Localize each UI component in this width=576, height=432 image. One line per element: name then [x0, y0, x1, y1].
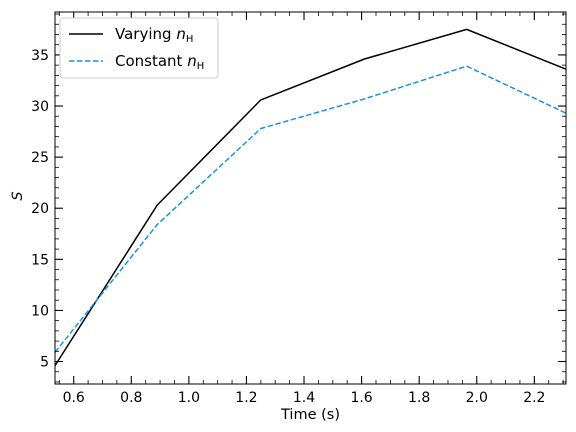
series-line-varying [54, 28, 567, 367]
series-layer [54, 28, 567, 367]
x-tick-label: 1.4 [293, 390, 315, 406]
ticks-layer: 0.6 0.8 1.0 1.2 1.4 1.6 1.8 2.0 2.2 5 10 15 20 25 30 35 [31, 12, 566, 406]
y-tick-label: 35 [31, 48, 49, 64]
x-tick-label: 2.0 [466, 390, 488, 406]
x-tick-label: 1.6 [350, 390, 372, 406]
plot-frame [54, 11, 567, 385]
x-tick-label: 1.2 [235, 390, 257, 406]
y-tick-label: 30 [31, 99, 49, 115]
y-axis-label: S [10, 191, 26, 200]
x-tick-label: 0.8 [120, 390, 142, 406]
y-tick-label: 20 [31, 201, 49, 217]
x-tick-label: 0.6 [63, 390, 85, 406]
y-tick-label: 15 [31, 252, 49, 268]
x-tick-label: 1.8 [408, 390, 430, 406]
y-tick-label: 25 [31, 150, 49, 166]
legend-label-constant: Constant nH [115, 52, 204, 72]
legend-label-varying: Varying nH [115, 25, 193, 45]
y-tick-label: 5 [40, 355, 49, 371]
legend-box [59, 17, 219, 79]
series-line-constant [54, 65, 567, 353]
x-tick-label: 2.2 [523, 390, 545, 406]
legend: Varying nH Constant nH [59, 17, 219, 79]
y-tick-label: 10 [31, 303, 49, 319]
x-tick-label: 1.0 [178, 390, 200, 406]
x-axis-label: Time (s) [280, 407, 340, 423]
